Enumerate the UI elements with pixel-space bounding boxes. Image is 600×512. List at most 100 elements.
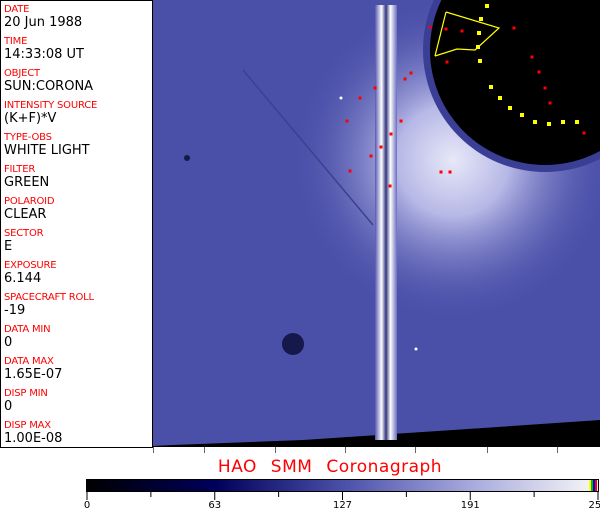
overlay-point xyxy=(460,29,464,33)
overlay-point xyxy=(479,17,483,21)
field-object: OBJECT SUN:CORONA xyxy=(4,68,93,94)
field-label: INTENSITY SOURCE xyxy=(4,100,98,111)
field-label: SECTOR xyxy=(4,228,44,239)
overlay-point xyxy=(448,170,452,174)
field-label: DISP MIN xyxy=(4,388,48,399)
overlay-point xyxy=(477,31,481,35)
field-time: TIME 14:33:08 UT xyxy=(4,36,84,62)
field-value: 20 Jun 1988 xyxy=(4,15,83,30)
overlay-point xyxy=(428,25,432,29)
overlay-points xyxy=(345,4,586,188)
field-value: CLEAR xyxy=(4,207,47,222)
field-value: 1.00E-08 xyxy=(4,431,63,446)
colorbar-tick-label: 191 xyxy=(460,500,480,511)
overlay-point xyxy=(548,101,552,105)
colorbar-end-swatch xyxy=(595,480,597,491)
field-type-obs: TYPE-OBS WHITE LIGHT xyxy=(4,132,90,158)
overlay-point xyxy=(561,120,565,124)
field-data-max: DATA MAX 1.65E-07 xyxy=(4,356,62,382)
overlay-point xyxy=(389,132,393,136)
overlay-point xyxy=(403,77,407,81)
field-label: OBJECT xyxy=(4,68,40,79)
overlay-polygon-edge xyxy=(434,11,447,57)
overlay-point xyxy=(512,26,516,30)
overlay-point xyxy=(478,59,482,63)
field-label: EXPOSURE xyxy=(4,260,57,271)
field-label: SPACECRAFT ROLL xyxy=(4,292,94,303)
overlay-point xyxy=(439,170,443,174)
field-label: TYPE-OBS xyxy=(4,132,52,143)
overlay-point xyxy=(489,85,493,89)
overlay-point xyxy=(582,131,586,135)
field-disp-max: DISP MAX 1.00E-08 xyxy=(4,420,62,446)
plot-title: HAO SMM Coronagraph xyxy=(217,457,443,477)
dark-spot xyxy=(184,155,190,161)
colorbar-tick-label: 63 xyxy=(208,500,222,511)
overlay-point xyxy=(476,45,480,49)
bright-spot xyxy=(339,96,343,100)
overlay-point xyxy=(444,27,448,31)
overlay-point xyxy=(533,120,537,124)
overlay-point xyxy=(388,184,392,188)
field-value: 0 xyxy=(4,335,13,350)
overlay-point xyxy=(348,169,352,173)
colorbar-tick-label: 0 xyxy=(83,500,91,511)
overlay-point xyxy=(358,96,362,100)
field-label: DATA MIN xyxy=(4,324,51,335)
overlay-point xyxy=(498,96,502,100)
field-value: 0 xyxy=(4,399,13,414)
field-data-min: DATA MIN 0 xyxy=(4,324,51,350)
coronagraph-image xyxy=(153,0,600,447)
overlay-point xyxy=(537,70,541,74)
occulter-disk xyxy=(430,0,600,165)
overlay-point xyxy=(520,113,524,117)
overlay-point xyxy=(575,120,579,124)
overlay-point xyxy=(530,55,534,59)
overlay-point xyxy=(399,119,403,123)
colorbar-end-swatches xyxy=(589,480,597,491)
field-value: 6.144 xyxy=(4,271,42,286)
colorbar-end-swatch xyxy=(593,480,595,491)
field-value: SUN:CORONA xyxy=(4,79,94,94)
field-label: POLAROID xyxy=(4,196,55,207)
overlay-polygon xyxy=(434,11,501,57)
colorbar-ticks xyxy=(86,492,599,500)
colorbar-tick-label: 127 xyxy=(332,500,353,511)
field-value: 14:33:08 UT xyxy=(4,47,84,62)
field-value: E xyxy=(4,239,13,254)
field-label: TIME xyxy=(4,36,28,47)
overlay-point xyxy=(409,71,413,75)
image-axis-ticks xyxy=(153,447,558,453)
field-sector: SECTOR E xyxy=(4,228,44,254)
overlay-point xyxy=(379,145,383,149)
field-label: FILTER xyxy=(4,164,36,175)
field-label: DATE xyxy=(4,4,30,15)
overlay-point xyxy=(543,86,547,90)
field-filter: FILTER GREEN xyxy=(4,164,49,190)
overlay-point xyxy=(373,86,377,90)
dark-spot xyxy=(282,333,304,355)
diagonal-streak xyxy=(242,69,374,226)
field-value: -19 xyxy=(4,303,26,318)
colorbar xyxy=(86,479,599,500)
overlay-point xyxy=(345,119,349,123)
field-disp-min: DISP MIN 0 xyxy=(4,388,48,414)
overlay-point xyxy=(445,60,449,64)
overlay-point xyxy=(369,154,373,158)
colorbar-end-swatch xyxy=(591,480,593,491)
field-spacecraft-roll: SPACECRAFT ROLL -19 xyxy=(4,292,94,318)
field-exposure: EXPOSURE 6.144 xyxy=(4,260,57,286)
field-value: (K+F)*V xyxy=(4,111,57,126)
header-info-panel: DATE 20 Jun 1988 TIME 14:33:08 UT OBJECT SUN:… xyxy=(0,0,153,448)
field-label: DISP MAX xyxy=(4,420,51,431)
field-date: DATE 20 Jun 1988 xyxy=(4,4,82,30)
colorbar-tick-label: 255 xyxy=(588,500,600,511)
field-label: DATA MAX xyxy=(4,356,54,367)
overlay-point xyxy=(547,122,551,126)
field-value: WHITE LIGHT xyxy=(4,143,90,158)
overlay-point xyxy=(485,4,489,8)
overlay-point xyxy=(508,106,512,110)
bright-spot xyxy=(414,347,418,351)
field-polaroid: POLAROID CLEAR xyxy=(4,196,55,222)
field-intensity-source: INTENSITY SOURCE (K+F)*V xyxy=(4,100,97,126)
